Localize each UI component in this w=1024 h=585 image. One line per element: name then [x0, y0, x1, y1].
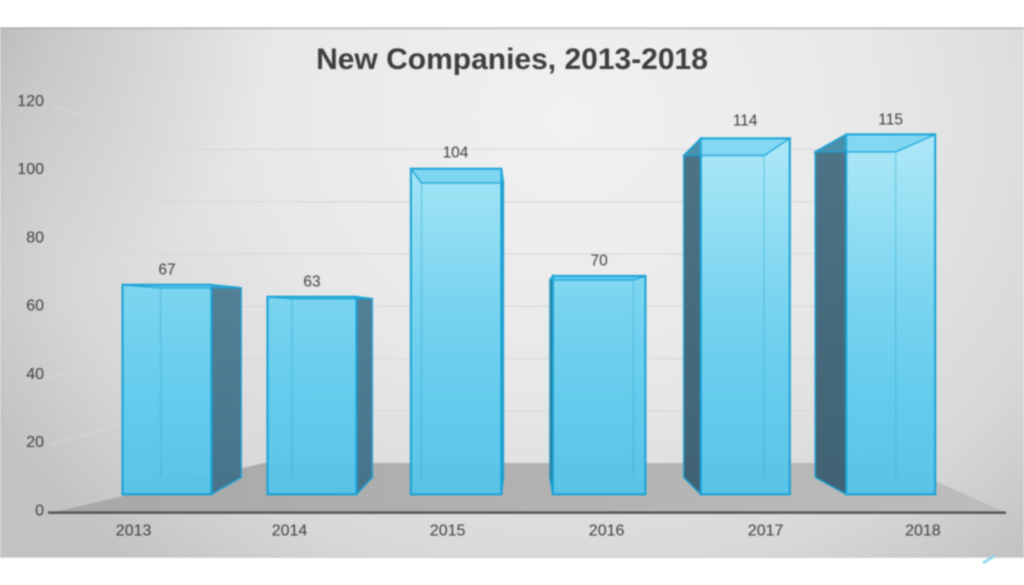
svg-text:2013: 2013 — [116, 523, 152, 540]
svg-text:2014: 2014 — [272, 523, 308, 540]
svg-text:114: 114 — [733, 113, 758, 130]
svg-text:2017: 2017 — [748, 523, 784, 540]
svg-text:63: 63 — [303, 273, 320, 290]
svg-text:70: 70 — [590, 253, 608, 270]
svg-text:2016: 2016 — [589, 523, 625, 540]
svg-text:100: 100 — [17, 161, 44, 178]
svg-text:115: 115 — [878, 111, 903, 128]
svg-text:67: 67 — [158, 262, 175, 279]
svg-text:2015: 2015 — [430, 523, 466, 540]
svg-text:40: 40 — [26, 366, 44, 383]
svg-text:New Companies, 2013-2018: New Companies, 2013-2018 — [316, 43, 708, 76]
svg-text:2018: 2018 — [905, 523, 941, 540]
svg-text:0: 0 — [35, 502, 44, 519]
svg-text:120: 120 — [17, 93, 44, 110]
svg-text:20: 20 — [26, 434, 44, 451]
svg-text:60: 60 — [26, 298, 44, 315]
svg-text:104: 104 — [443, 144, 469, 161]
svg-text:80: 80 — [26, 229, 44, 246]
